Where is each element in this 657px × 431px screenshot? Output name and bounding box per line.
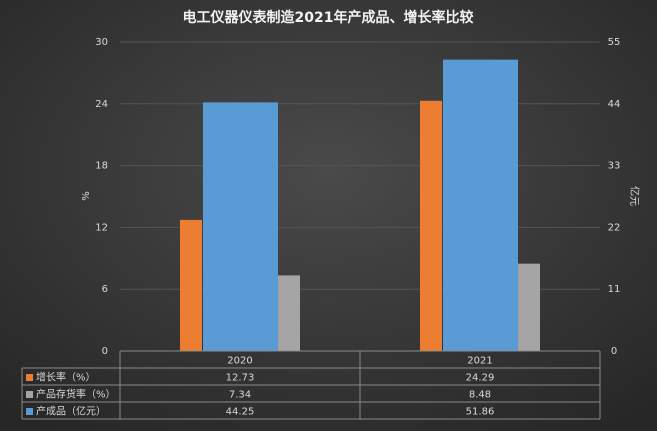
- y2-tick-label: 0: [611, 346, 617, 357]
- table-header: 2021: [467, 356, 492, 367]
- y-tick-label: 18: [95, 161, 108, 172]
- y2-tick-label: 44: [608, 99, 621, 110]
- y2-tick-label: 33: [608, 161, 621, 172]
- table-header: 2020: [227, 356, 252, 367]
- bar: [203, 102, 278, 352]
- bar: [443, 59, 518, 352]
- legend-label: 产品存货率（%）: [36, 388, 116, 401]
- legend-key: [26, 374, 33, 381]
- chart-title: 电工仪器仪表制造2021年产成品、增长率比较: [183, 9, 474, 26]
- y-tick-label: 12: [95, 222, 108, 233]
- table-value: 51.86: [466, 407, 495, 418]
- bar: [518, 263, 540, 351]
- legend-key: [26, 408, 33, 415]
- table-value: 12.73: [226, 373, 255, 384]
- bar: [180, 219, 202, 351]
- y-tick-label: 0: [102, 346, 108, 357]
- y-axis-label: %: [81, 191, 92, 201]
- table-value: 8.48: [469, 390, 491, 401]
- y2-axis-label: 亿元: [628, 186, 641, 206]
- table-value: 7.34: [229, 390, 251, 401]
- bar: [278, 275, 300, 351]
- legend-key: [26, 391, 33, 398]
- y2-tick-label: 11: [608, 284, 621, 295]
- y2-tick-label: 55: [608, 37, 621, 48]
- legend-label: 增长率（%）: [36, 371, 96, 384]
- table-value: 24.29: [466, 373, 495, 384]
- legend-label: 产成品（亿元）: [36, 405, 106, 418]
- table-value: 44.25: [226, 407, 255, 418]
- y-tick-label: 30: [95, 37, 108, 48]
- bar: [420, 100, 442, 351]
- y-tick-label: 24: [95, 99, 108, 110]
- y-tick-label: 6: [102, 284, 108, 295]
- y2-tick-label: 22: [608, 222, 621, 233]
